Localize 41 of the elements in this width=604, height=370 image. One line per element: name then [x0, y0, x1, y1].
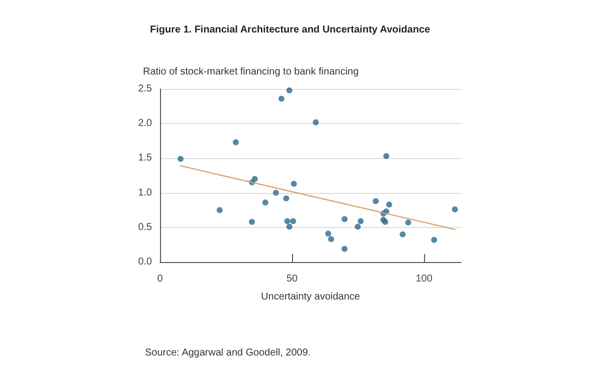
y-tick-label: 1.0 [138, 187, 152, 198]
point [431, 236, 438, 243]
point [290, 180, 297, 187]
point [328, 236, 334, 242]
point [286, 87, 292, 94]
point [252, 176, 258, 182]
x-tick-label: 0 [157, 274, 164, 284]
source-note: Source: Aggarwal and Goodell, 2009. [145, 348, 311, 358]
point [358, 218, 364, 224]
point [262, 199, 268, 206]
point [383, 153, 390, 160]
x-tick-label: 50 [286, 274, 298, 284]
x-tick-label: 100 [416, 274, 433, 284]
point [452, 206, 458, 212]
point [248, 218, 255, 225]
point [312, 119, 319, 126]
y-tick-label: 1.5 [138, 152, 152, 164]
y-axis-title: Ratio of stock-market financing to bank financing [143, 66, 359, 78]
point [232, 139, 239, 146]
point [372, 198, 379, 204]
chart-title: Figure 1. Financial Architecture and Uncertainty Avoidance [150, 24, 431, 36]
x-axis-title: Uncertainty avoidance [261, 292, 360, 302]
point [342, 246, 348, 252]
y-tick-label: 2.0 [138, 118, 152, 130]
y-tick-label: 0.0 [138, 256, 152, 268]
point [283, 195, 290, 202]
point [386, 202, 392, 208]
point [272, 190, 279, 196]
point [178, 156, 184, 162]
point [405, 220, 412, 226]
point [284, 218, 290, 224]
point [354, 224, 361, 230]
point [278, 96, 284, 102]
y-tick-label: 0.5 [138, 222, 152, 233]
point [342, 216, 348, 222]
point [325, 230, 332, 237]
point [286, 224, 292, 230]
y-tick-label: 2.5 [138, 84, 152, 94]
point [216, 207, 223, 214]
point [290, 218, 296, 224]
point [400, 231, 406, 238]
